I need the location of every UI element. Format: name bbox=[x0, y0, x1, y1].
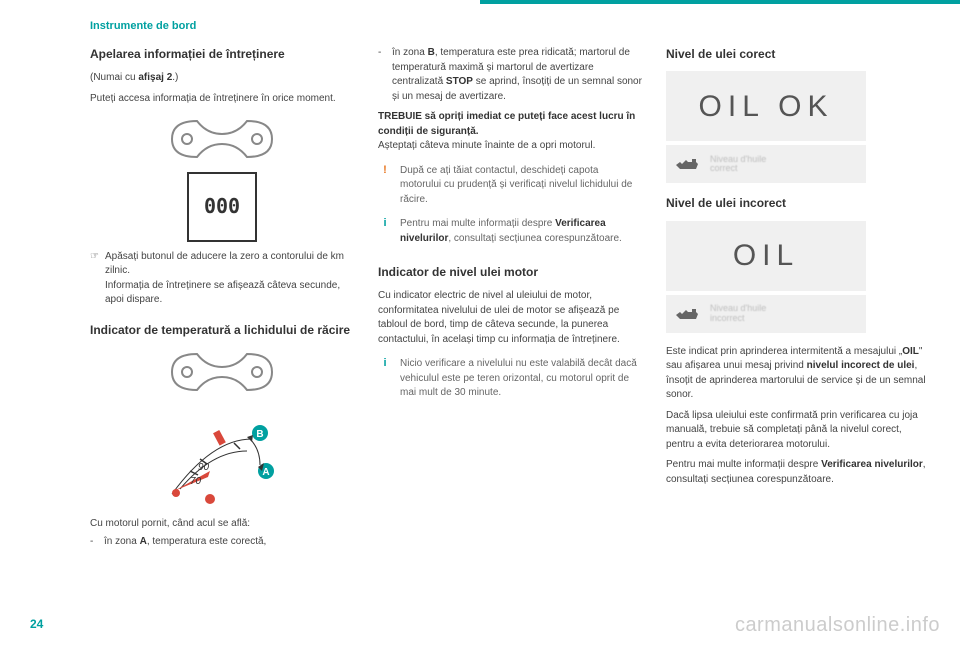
temperature-gauge-icon: 90 70 B A bbox=[152, 409, 292, 509]
heading-recall-maintenance: Apelarea informației de întreținere bbox=[90, 46, 354, 63]
gauge-intro-text: Cu motorul pornit, când acul se află: bbox=[90, 517, 354, 532]
warning-text: După ce ați tăiat contactul, deschideți … bbox=[400, 164, 638, 208]
oil-bad-display: OIL bbox=[666, 221, 866, 291]
warning-note-coolant: ! După ce ați tăiat contactul, deschideț… bbox=[378, 164, 642, 208]
heading-oil-correct: Nivel de ulei corect bbox=[666, 46, 930, 63]
column-2: - în zona B, temperatura este prea ridic… bbox=[378, 42, 642, 550]
info-text: Nicio verificare a nivelului nu este val… bbox=[400, 357, 638, 401]
instruction-bullet: ☞ Apăsați butonul de aducere la zero a c… bbox=[90, 250, 354, 308]
svg-text:90: 90 bbox=[198, 462, 210, 473]
dash-figure-1: 000 bbox=[90, 116, 354, 242]
svg-text:A: A bbox=[262, 467, 269, 478]
stop-instruction: TREBUIE să opriți imediat ce puteți face… bbox=[378, 110, 642, 154]
oil-bad-sublabel: Niveau d'huile incorrect bbox=[666, 295, 866, 333]
counter-display: 000 bbox=[187, 172, 257, 242]
oil-ok-sublabel: Niveau d'huile correct bbox=[666, 145, 866, 183]
columns: Apelarea informației de întreținere (Num… bbox=[90, 42, 930, 550]
page: Instrumente de bord Apelarea informației… bbox=[0, 0, 960, 649]
heading-oil-level: Indicator de nivel ulei motor bbox=[378, 264, 642, 281]
info-icon: i bbox=[378, 357, 392, 371]
info-icon: i bbox=[378, 217, 392, 231]
oil-more-info: Pentru mai multe informații despre Verif… bbox=[666, 458, 930, 487]
oil-topup-instruction: Dacă lipsa uleiului este confirmată prin… bbox=[666, 409, 930, 453]
access-anytime-text: Puteți accesa informația de întreținere … bbox=[90, 92, 354, 107]
gauge-zone-a: - în zona A, temperatura este corectă, bbox=[90, 535, 354, 550]
instrument-cluster-icon bbox=[167, 116, 277, 162]
warning-icon: ! bbox=[378, 164, 392, 178]
gauge-zone-b: - în zona B, temperatura este prea ridic… bbox=[378, 46, 642, 104]
oil-level-description: Cu indicator electric de nivel al uleiul… bbox=[378, 289, 642, 347]
heading-coolant-temp: Indicator de temperatură a lichidului de… bbox=[90, 322, 354, 339]
section-label: Instrumente de bord bbox=[90, 20, 930, 32]
oil-ok-display: OIL OK bbox=[666, 71, 866, 141]
column-1: Apelarea informației de întreținere (Num… bbox=[90, 42, 354, 550]
oil-can-icon bbox=[674, 305, 700, 323]
oil-incorrect-description: Este indicat prin aprinderea intermitent… bbox=[666, 345, 930, 403]
svg-text:B: B bbox=[256, 429, 263, 440]
heading-oil-incorrect: Nivel de ulei incorect bbox=[666, 195, 930, 212]
oil-can-icon bbox=[674, 155, 700, 173]
page-number: 24 bbox=[30, 617, 43, 631]
info-text: Pentru mai multe informații despre Verif… bbox=[400, 217, 638, 246]
watermark: carmanualsonline.info bbox=[735, 614, 940, 637]
info-note-levels: i Pentru mai multe informații despre Ver… bbox=[378, 217, 642, 246]
column-3: Nivel de ulei corect OIL OK Niveau d'hui… bbox=[666, 42, 930, 550]
instruction-text: Apăsați butonul de aducere la zero a con… bbox=[105, 250, 354, 308]
dash-figure-2 bbox=[90, 349, 354, 401]
instrument-cluster-icon bbox=[167, 349, 277, 395]
info-note-level-check: i Nicio verificare a nivelului nu este v… bbox=[378, 357, 642, 401]
display2-note: (Numai cu afişaj 2.) bbox=[90, 71, 354, 86]
svg-text:70: 70 bbox=[190, 476, 202, 487]
pointer-icon: ☞ bbox=[90, 250, 99, 308]
